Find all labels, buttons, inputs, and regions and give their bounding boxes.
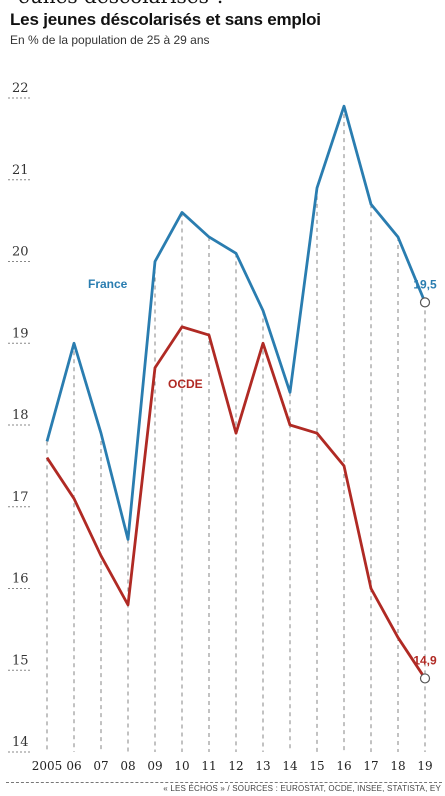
source-note: « LES ÉCHOS » / SOURCES : EUROSTAT, OCDE… [163, 784, 441, 793]
chart-title: Les jeunes déscolarisés et sans emploi [10, 10, 321, 29]
x-tick-label: 07 [93, 759, 108, 773]
x-tick-label: 08 [120, 759, 135, 773]
x-tick-label: 16 [336, 759, 351, 773]
series-label-ocde: OCDE [168, 377, 203, 391]
y-tick-label: 20 [12, 245, 29, 260]
x-tick-label: 11 [201, 759, 216, 773]
y-tick-label: 16 [12, 572, 29, 587]
series-line-ocde [45, 325, 427, 680]
chart-subtitle: En % de la population de 25 à 29 ans [10, 33, 210, 47]
x-tick-label: 18 [390, 759, 405, 773]
x-tick-label: 15 [309, 759, 324, 773]
x-tick-label: 13 [255, 759, 270, 773]
y-tick-label: 18 [12, 408, 29, 423]
end-value-label: 14,9 [413, 653, 437, 667]
x-tick-label: 14 [282, 759, 298, 773]
y-tick-label: 14 [12, 735, 29, 750]
y-tick-label: 19 [12, 326, 29, 341]
y-tick-label: 21 [12, 163, 29, 178]
y-tick-label: 15 [12, 653, 29, 668]
y-tick-label: 17 [12, 490, 29, 505]
y-tick-label: 22 [12, 81, 29, 96]
x-tick-label: 2005 [32, 759, 63, 773]
x-tick-label: 12 [228, 759, 243, 773]
series-label-france: France [88, 277, 128, 291]
end-point-marker [419, 673, 431, 684]
x-tick-label: 06 [66, 759, 81, 773]
x-tick-label: 09 [147, 759, 162, 773]
x-tick-label: 10 [174, 759, 189, 773]
end-point-marker [419, 297, 431, 308]
clipped-heading-text: eunes déscolarisés ? [18, 0, 318, 10]
x-tick-label: 19 [417, 759, 432, 773]
end-value-label: 19,5 [413, 277, 437, 291]
footer-divider [6, 782, 442, 783]
series-line-france [45, 104, 427, 541]
x-tick-label: 17 [363, 759, 378, 773]
